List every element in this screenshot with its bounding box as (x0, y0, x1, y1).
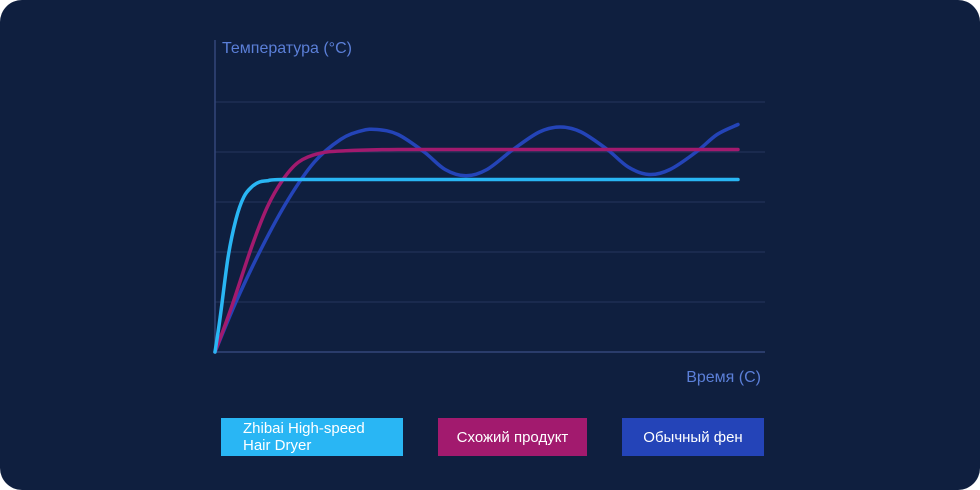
series-line-similar-product (213, 147, 740, 354)
legend-item-regular-dryer: Обычный фен (622, 418, 764, 456)
x-axis-label: Время (С) (686, 369, 761, 386)
legend-label: Zhibai High-speed Hair Dryer (243, 420, 365, 454)
legend-label: Схожий продукт (456, 428, 569, 446)
series-line-zhibai (213, 177, 740, 354)
y-axis-label: Температура (°C) (222, 40, 352, 57)
legend-item-zhibai: Zhibai High-speed Hair Dryer (221, 418, 403, 456)
series-line-regular-dryer (213, 122, 740, 354)
legend-label: Обычный фен (643, 428, 743, 446)
legend-item-similar-product: Схожий продукт (438, 418, 587, 456)
